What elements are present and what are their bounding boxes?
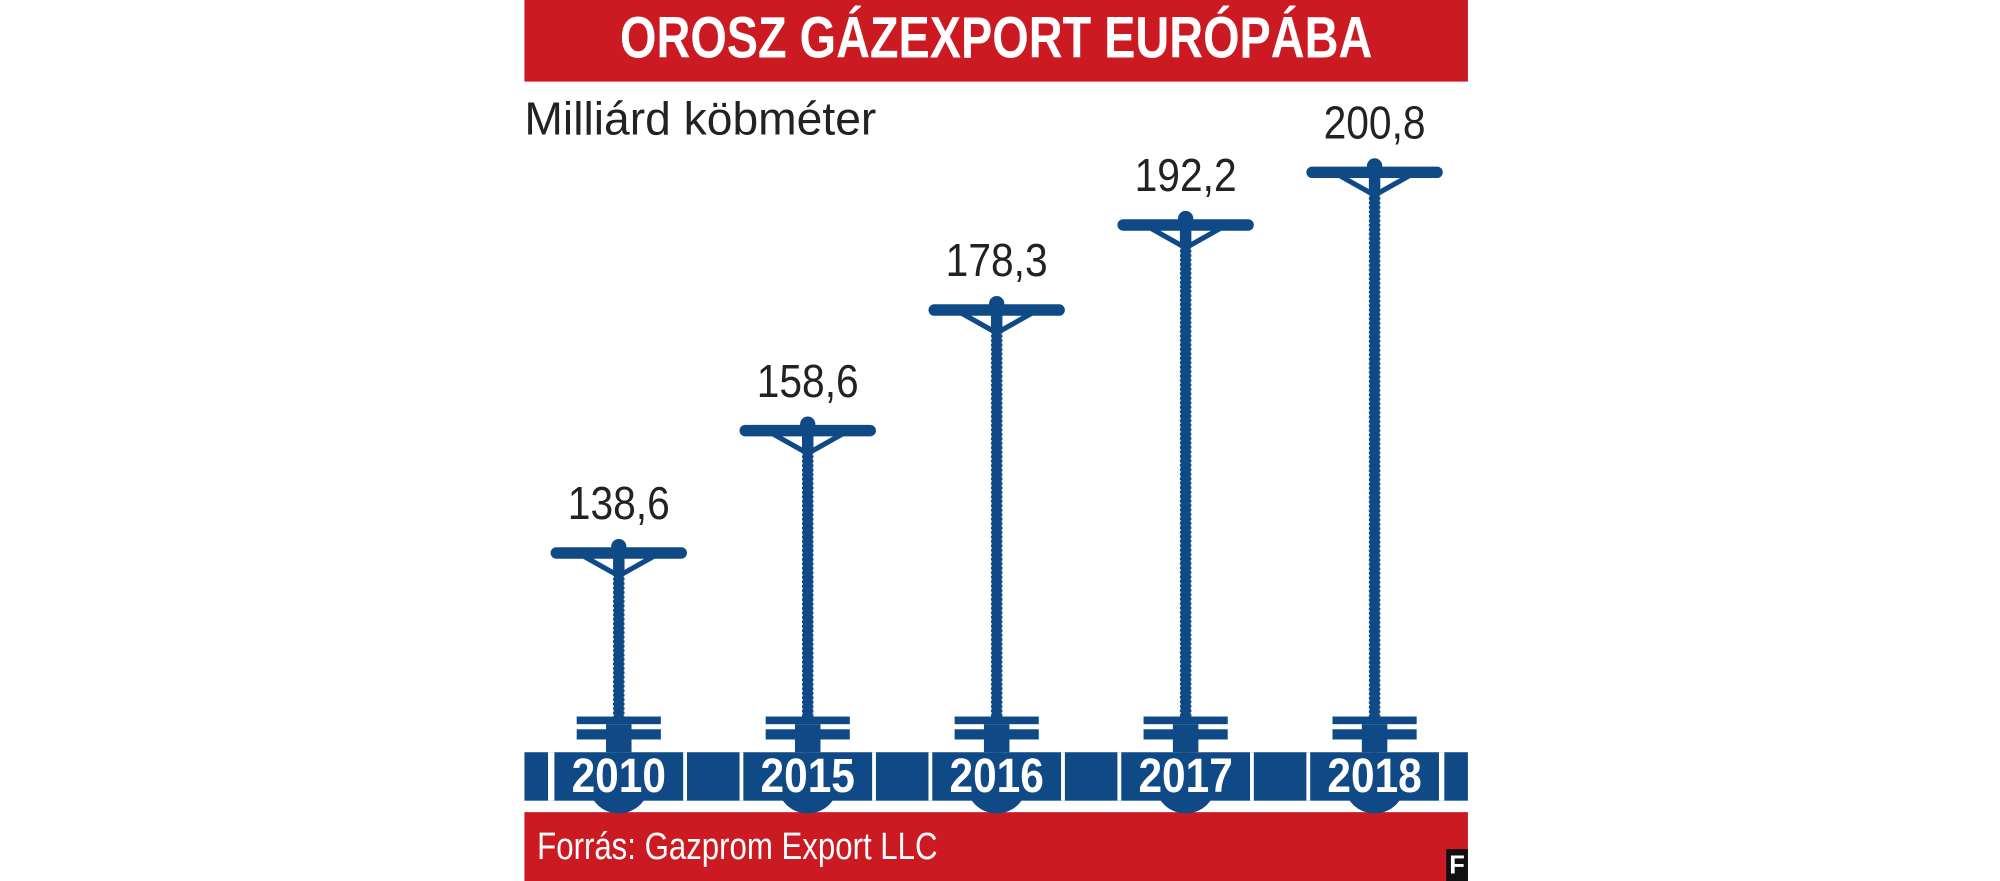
handwheel-knob bbox=[1177, 210, 1194, 227]
source-bar bbox=[524, 812, 1468, 881]
valve-stem bbox=[613, 545, 625, 721]
valve-stem bbox=[1179, 217, 1192, 721]
chart-title: OROSZ GÁZEXPORT EURÓPÁBA bbox=[620, 5, 1372, 71]
valve-stem bbox=[990, 302, 1003, 721]
handwheel-brace bbox=[1184, 222, 1228, 251]
handwheel-brace bbox=[995, 307, 1039, 336]
valve-base bbox=[1332, 716, 1417, 725]
x-tick-label: 2015 bbox=[761, 749, 855, 803]
valve-body bbox=[588, 752, 650, 814]
valves: 138,6 2010 158,6 2015 178,3 2016 192,2 2017 200,… bbox=[550, 97, 1443, 814]
valve-neck bbox=[794, 724, 821, 753]
x-tick-label: 2016 bbox=[950, 749, 1044, 803]
handwheel-brace bbox=[954, 307, 998, 336]
x-tick-label: 2017 bbox=[1138, 749, 1232, 803]
valve-neck bbox=[1172, 724, 1199, 753]
valve-base bbox=[765, 716, 850, 725]
handwheel-brace bbox=[1332, 170, 1376, 198]
value-label: 158,6 bbox=[757, 355, 859, 407]
value-label: 200,8 bbox=[1324, 97, 1426, 149]
valve-body bbox=[966, 752, 1028, 814]
handwheel-brace bbox=[806, 428, 850, 456]
valve-neck bbox=[983, 724, 1010, 753]
valve-neck bbox=[606, 724, 632, 753]
title-bar bbox=[524, 0, 1468, 82]
handwheel-knob bbox=[800, 416, 816, 432]
handwheel-brace bbox=[1373, 170, 1417, 198]
logo: F bbox=[1449, 852, 1465, 880]
valve-body bbox=[1343, 752, 1406, 814]
valve-base bbox=[576, 716, 661, 725]
x-tick-label: 2018 bbox=[1327, 749, 1421, 803]
valve-neck bbox=[1361, 724, 1388, 753]
chart-subtitle: Milliárd köbméter bbox=[524, 93, 876, 145]
handwheel-brace bbox=[1143, 222, 1187, 251]
handwheel-brace bbox=[576, 550, 621, 579]
handwheel-brace bbox=[765, 428, 809, 456]
handwheel-brace bbox=[617, 550, 661, 579]
valve-stem bbox=[801, 422, 814, 721]
valve-base bbox=[954, 716, 1039, 725]
valve-base bbox=[1143, 716, 1228, 725]
handwheel-knob bbox=[989, 295, 1005, 312]
valve-stem bbox=[1368, 164, 1381, 721]
logo-box bbox=[1446, 849, 1468, 881]
valve-body bbox=[777, 752, 839, 814]
handwheel-knob bbox=[1366, 158, 1383, 174]
value-label: 178,3 bbox=[946, 234, 1048, 286]
value-label: 192,2 bbox=[1135, 149, 1237, 201]
handwheel-knob bbox=[611, 538, 627, 555]
source-note: Forrás: Gazprom Export LLC bbox=[537, 825, 937, 868]
valve-body bbox=[1155, 752, 1217, 814]
x-tick-label: 2010 bbox=[572, 749, 666, 803]
value-label: 138,6 bbox=[568, 477, 670, 529]
